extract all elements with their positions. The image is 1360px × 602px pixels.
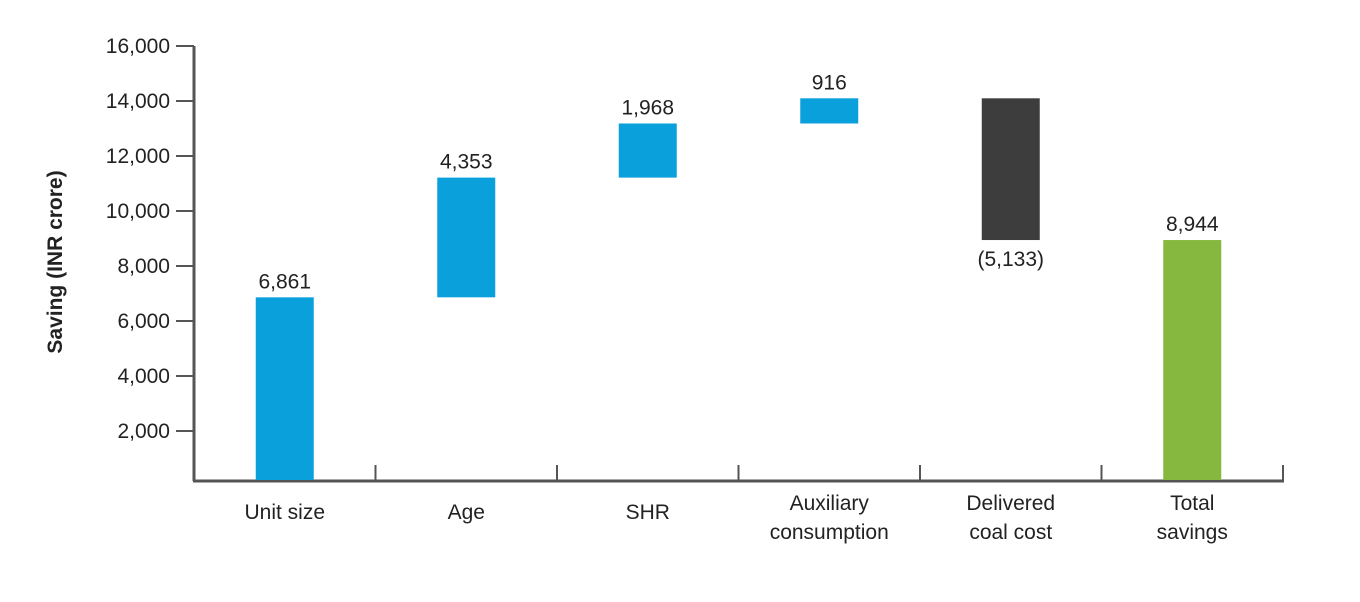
y-tick-label: 12,000	[106, 145, 170, 168]
waterfall-bar	[1163, 240, 1222, 480]
category-label: consumption	[770, 521, 889, 544]
y-tick-label: 16,000	[106, 35, 170, 58]
category-label: Auxiliary	[790, 492, 870, 515]
category-label: Total	[1170, 492, 1214, 515]
waterfall-bar	[437, 177, 496, 298]
data-label: 1,968	[621, 96, 674, 119]
waterfall-bar	[800, 98, 859, 124]
y-tick-label: 10,000	[106, 200, 170, 223]
data-label: 6,861	[258, 270, 311, 293]
y-axis-title: Saving (INR crore)	[44, 170, 67, 353]
waterfall-bar	[255, 297, 314, 480]
bars-group	[255, 98, 1222, 480]
y-tick-label: 14,000	[106, 90, 170, 113]
category-label: SHR	[626, 501, 670, 524]
y-tick-label: 8,000	[117, 255, 170, 278]
y-tick-label: 6,000	[117, 310, 170, 333]
y-tick-label: 4,000	[117, 365, 170, 388]
data-label: 4,353	[440, 151, 493, 174]
category-label: coal cost	[969, 521, 1052, 544]
category-label: Unit size	[244, 501, 325, 524]
data-label: 8,944	[1166, 213, 1219, 236]
category-label: Delivered	[966, 492, 1055, 515]
axes: 2,000 4,000 6,000 8,000 10,000 12,000 14,000 16…	[106, 35, 1284, 483]
waterfall-bar	[981, 98, 1040, 241]
category-label: Age	[448, 501, 485, 524]
data-label: 916	[812, 71, 847, 94]
data-label: (5,133)	[977, 248, 1044, 271]
labels-group: 6,861 Unit size 4,353 Age 1,968 SHR 916 Auxilia…	[244, 71, 1227, 544]
waterfall-bar	[618, 123, 677, 178]
category-label: savings	[1157, 521, 1228, 544]
y-tick-label: 2,000	[117, 420, 170, 443]
